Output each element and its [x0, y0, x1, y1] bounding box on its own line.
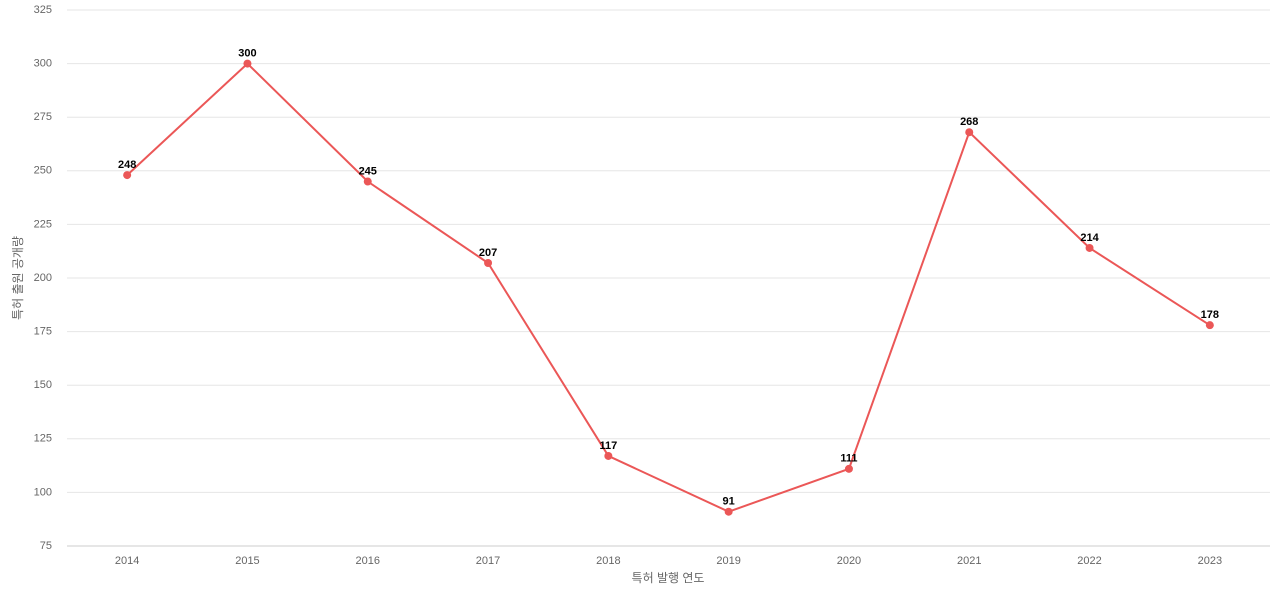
y-tick-label: 125 — [34, 433, 52, 445]
data-label: 214 — [1080, 232, 1099, 244]
data-label: 117 — [599, 440, 617, 452]
y-tick-label: 100 — [34, 486, 52, 498]
point — [604, 451, 613, 460]
data-label: 91 — [723, 496, 735, 508]
point — [724, 507, 733, 516]
data-label: 268 — [960, 116, 978, 128]
y-tick-label: 300 — [34, 58, 52, 70]
point — [123, 171, 132, 180]
line — [126, 62, 1211, 513]
point — [1205, 321, 1214, 330]
x-tick-label: 2018 — [596, 555, 620, 567]
x-axis-title: 특허 발행 연도 — [632, 570, 705, 585]
x-tick-label: 2017 — [476, 555, 500, 567]
data-label: 300 — [238, 48, 256, 60]
point — [243, 59, 252, 68]
y-tick-label: 200 — [34, 272, 52, 284]
x-tick-label: 2016 — [356, 555, 380, 567]
y-tick-label: 275 — [34, 111, 52, 123]
x-tick-label: 2015 — [235, 555, 259, 567]
point — [484, 258, 493, 267]
point — [363, 177, 372, 186]
data-label: 178 — [1201, 309, 1219, 321]
x-tick-label: 2020 — [837, 555, 861, 567]
data-label: 245 — [359, 165, 377, 177]
y-tick-label: 175 — [34, 326, 52, 338]
data-label: 248 — [118, 159, 136, 171]
y-tick-label: 225 — [34, 218, 52, 230]
data-label: 111 — [840, 453, 857, 465]
x-tick-label: 2023 — [1198, 555, 1222, 567]
data-label: 207 — [479, 247, 497, 259]
y-tick-label: 250 — [34, 165, 52, 177]
point — [965, 128, 974, 137]
x-tick-label: 2019 — [716, 555, 740, 567]
y-axis-title: 특허 출원 공개량 — [11, 236, 25, 320]
point — [844, 464, 853, 473]
x-tick-label: 2022 — [1077, 555, 1101, 567]
y-tick-label: 150 — [34, 379, 52, 391]
y-tick-label: 325 — [34, 4, 52, 16]
point — [1085, 243, 1094, 252]
x-tick-label: 2014 — [115, 555, 139, 567]
x-tick-label: 2021 — [957, 555, 981, 567]
y-tick-label: 75 — [40, 540, 52, 552]
